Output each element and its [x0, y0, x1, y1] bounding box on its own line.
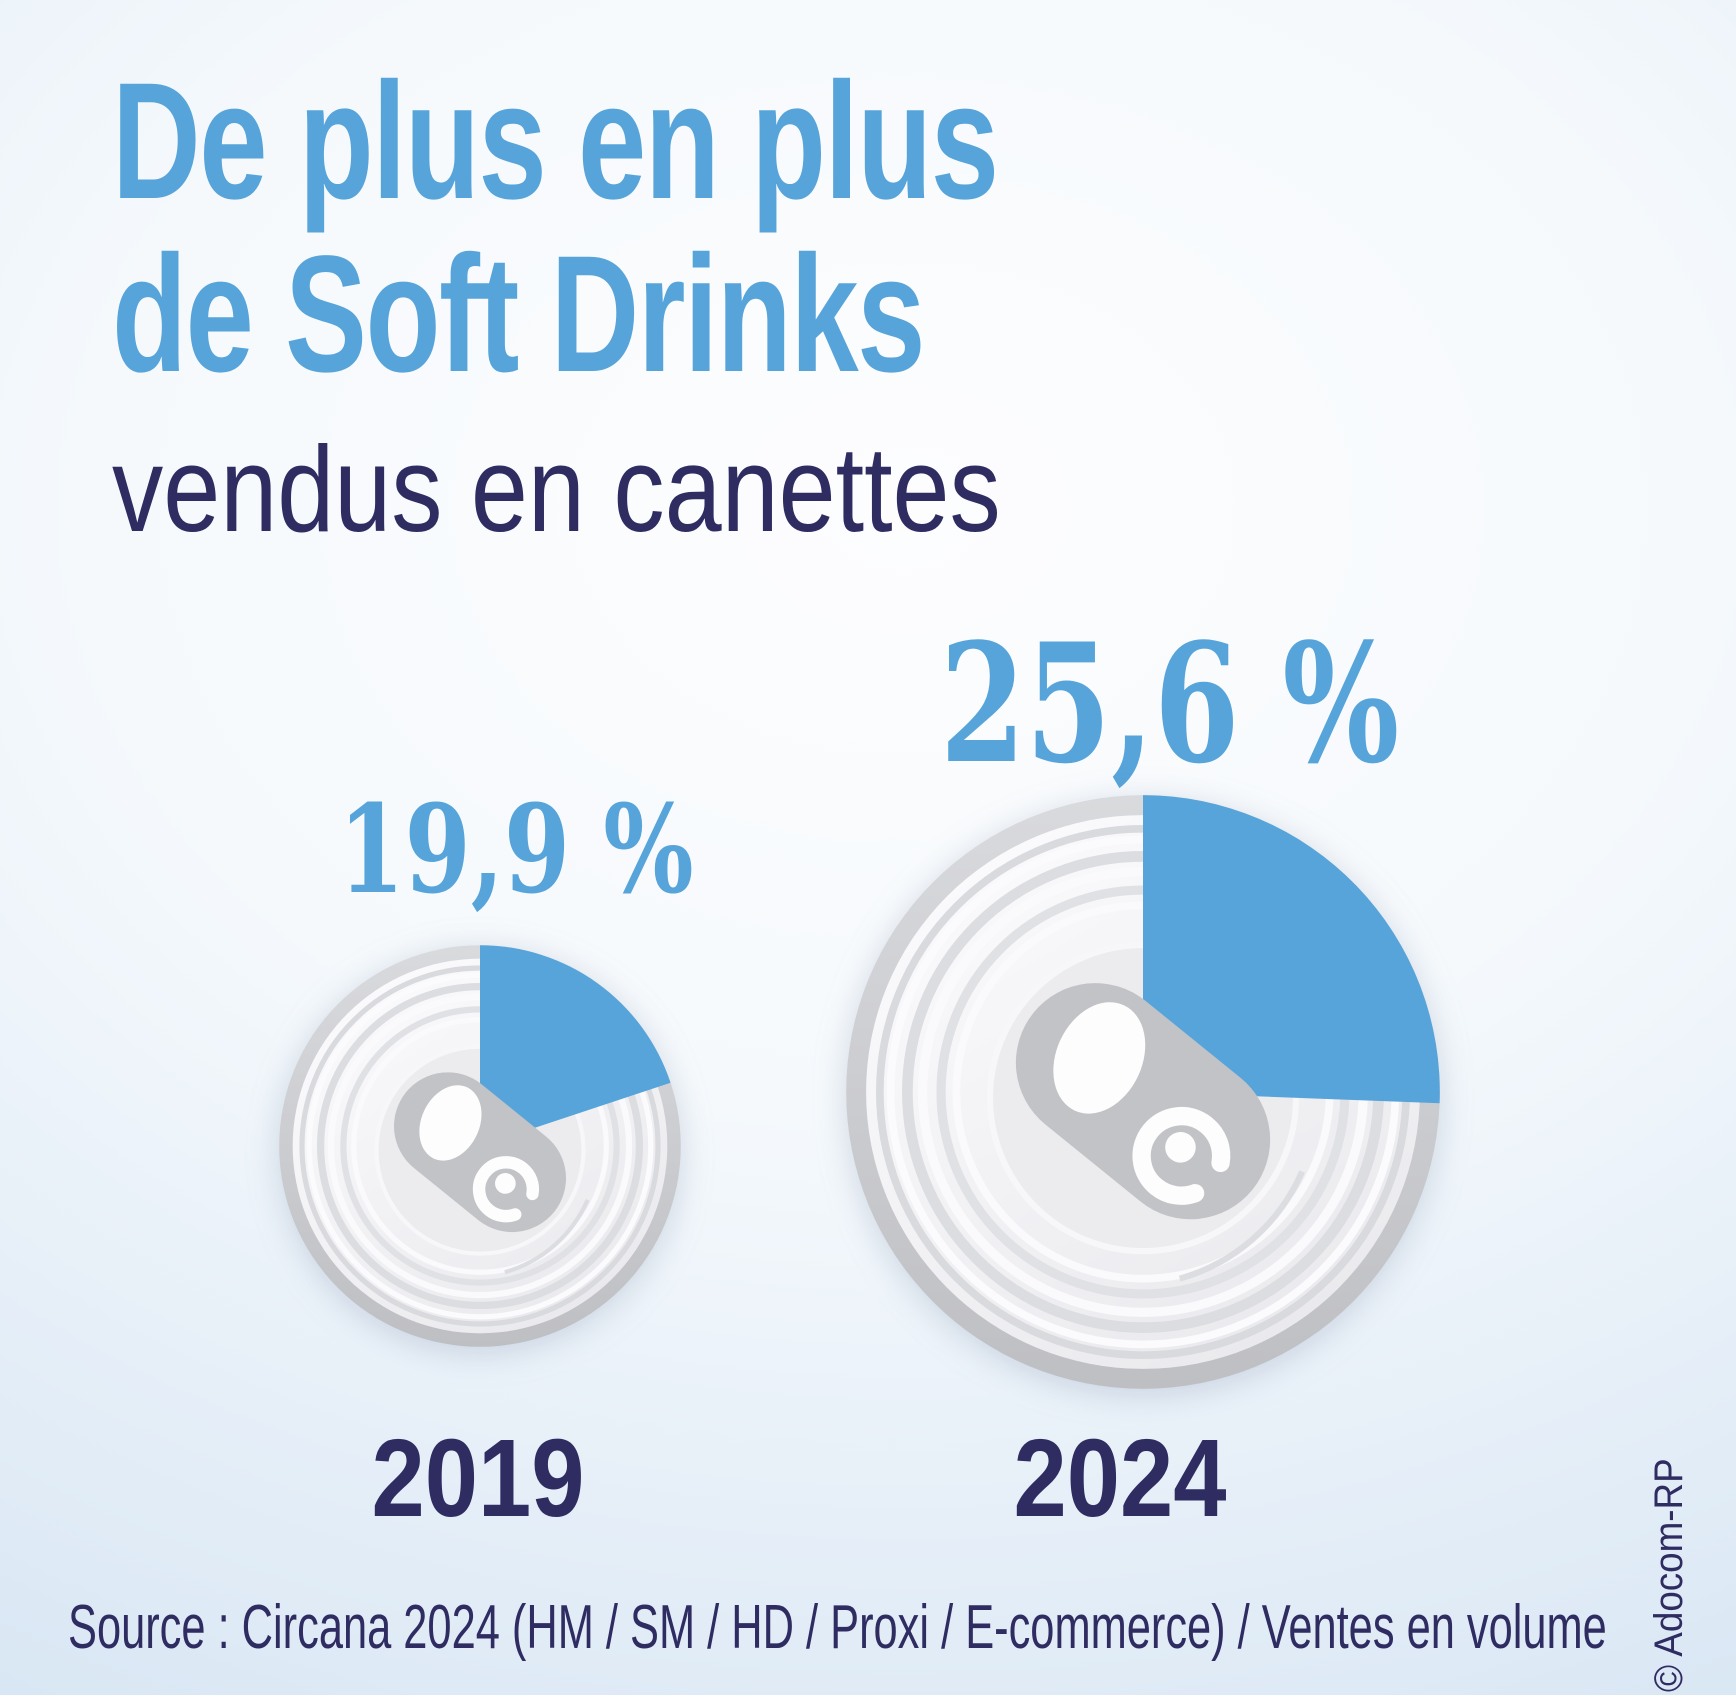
source-line: Source : Circana 2024 (HM / SM / HD / Pr… [68, 1593, 1607, 1662]
title-line2: de Soft Drinks [112, 221, 925, 407]
pie-slice-2019 [480, 945, 671, 1146]
category-label-2024: 2024 [1013, 1417, 1227, 1540]
category-label-2019: 2019 [371, 1417, 585, 1540]
value-label-2024: 25,6 % [940, 607, 1400, 800]
can-pie-2019 [273, 939, 687, 1353]
credit-vertical: © Adocom-RP [1647, 1458, 1691, 1692]
can-pie-2024 [837, 786, 1449, 1398]
pie-slice-2024 [1143, 795, 1440, 1104]
page-subtitle: vendus en canettes [112, 421, 1001, 557]
title-line1: De plus en plus [112, 49, 999, 234]
page-title: De plus en plus de Soft Drinks [112, 49, 999, 407]
value-label-2019: 19,9 % [338, 777, 694, 921]
